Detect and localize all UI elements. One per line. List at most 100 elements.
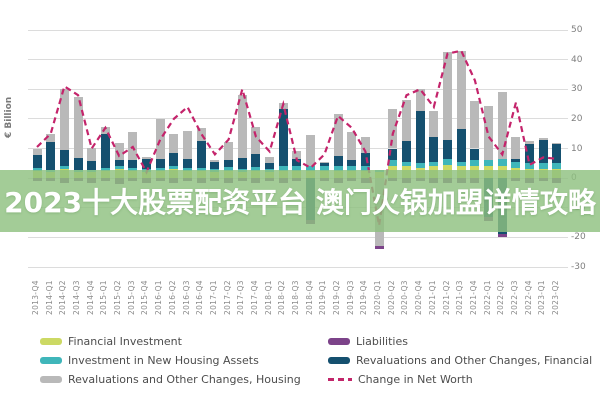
bar-segment-reval_housing xyxy=(401,99,411,142)
x-tick-label: 2016-Q1 xyxy=(154,280,164,315)
bar-segment-reval_housing xyxy=(237,94,247,159)
x-tick-label: 2015-Q1 xyxy=(99,280,109,315)
bar-segment-reval_financial xyxy=(456,129,466,162)
bar-segment-reval_financial xyxy=(443,139,453,159)
bar-segment-reval_housing xyxy=(360,136,370,153)
x-tick-label: 2018-Q4 xyxy=(304,280,314,315)
gridline xyxy=(28,236,568,238)
legend-label: Financial Investment xyxy=(68,334,182,348)
bar-segment-reval_housing xyxy=(100,126,110,135)
legend-label: Change in Net Worth xyxy=(358,372,473,386)
legend-item-liabilities: Liabilities xyxy=(328,334,408,348)
x-tick-label: 2015-Q4 xyxy=(140,280,150,315)
bar-segment-reval_financial xyxy=(333,155,343,167)
bar-segment-reval_housing xyxy=(169,133,179,153)
bar-segment-new_housing xyxy=(470,160,480,167)
x-tick-label: 2017-Q3 xyxy=(236,280,246,315)
bar-segment-reval_housing xyxy=(347,132,357,161)
bar-segment-reval_housing xyxy=(32,149,42,155)
bar-segment-new_housing xyxy=(415,163,425,168)
legend-dash-swatch xyxy=(328,377,352,381)
bar-segment-reval_housing xyxy=(497,92,507,159)
bar-segment-new_housing xyxy=(552,163,562,170)
bar-segment-reval_financial xyxy=(511,158,521,162)
bar-segment-reval_financial xyxy=(347,160,357,167)
bar-segment-reval_housing xyxy=(456,50,466,130)
bar-segment-reval_financial xyxy=(196,141,206,168)
x-tick-label: 2022-Q3 xyxy=(509,280,519,315)
bar-segment-reval_housing xyxy=(210,160,220,162)
bar-segment-reval_financial xyxy=(237,158,247,169)
bar-segment-reval_housing xyxy=(141,157,151,159)
bar-segment-reval_financial xyxy=(87,160,97,170)
bar-segment-new_housing xyxy=(497,158,507,167)
bar-segment-reval_financial xyxy=(251,153,261,168)
gridline xyxy=(28,266,568,268)
x-tick-label: 2020-Q2 xyxy=(386,280,396,315)
overlay-ad-text: 2023十大股票配资平台 澳门火锅加盟详情攻略 xyxy=(4,186,596,219)
bar-segment-reval_financial xyxy=(265,162,275,169)
legend-label: Liabilities xyxy=(356,334,408,348)
x-tick-label: 2021-Q1 xyxy=(427,280,437,315)
x-tick-label: 2022-Q2 xyxy=(496,280,506,315)
bar-segment-reval_financial xyxy=(552,144,562,164)
x-tick-label: 2023-Q2 xyxy=(550,280,560,315)
legend-label: Investment in New Housing Assets xyxy=(68,353,259,367)
x-tick-label: 2021-Q3 xyxy=(455,280,465,315)
x-tick-label: 2015-Q3 xyxy=(126,280,136,315)
legend-color-swatch xyxy=(40,337,62,345)
bar-segment-reval_housing xyxy=(443,52,453,140)
y-axis-unit-label: € Billion xyxy=(4,96,14,138)
bar-segment-reval_financial xyxy=(415,111,425,164)
y-tick-label: 30 xyxy=(571,84,583,95)
x-tick-label: 2020-Q1 xyxy=(373,280,383,315)
legend-item-financial_investment: Financial Investment xyxy=(40,334,182,348)
legend-color-swatch xyxy=(328,356,350,364)
bar-segment-reval_financial xyxy=(224,159,234,168)
bar-segment-reval_housing xyxy=(278,102,288,109)
bar-segment-new_housing xyxy=(511,161,521,168)
bar-segment-reval_housing xyxy=(333,114,343,156)
x-tick-label: 2017-Q1 xyxy=(208,280,218,315)
bar-segment-reval_financial xyxy=(470,148,480,161)
legend-item-reval_financial: Revaluations and Other Changes, Financia… xyxy=(328,353,593,367)
bar-segment-reval_financial xyxy=(141,158,151,170)
gridline xyxy=(28,29,568,31)
bar-segment-reval_housing xyxy=(224,141,234,160)
x-tick-label: 2014-Q4 xyxy=(85,280,95,315)
bar-segment-reval_housing xyxy=(429,111,439,137)
y-tick-label: 10 xyxy=(571,143,583,154)
gridline xyxy=(28,88,568,90)
legend-color-swatch xyxy=(40,375,62,383)
bar-segment-reval_financial xyxy=(73,157,83,170)
bar-segment-reval_housing xyxy=(484,105,494,161)
overlay-ad-banner[interactable]: 2023十大股票配资平台 澳门火锅加盟详情攻略 xyxy=(0,170,600,232)
bar-segment-new_housing xyxy=(443,158,453,165)
x-tick-label: 2017-Q2 xyxy=(222,280,232,315)
x-tick-label: 2022-Q4 xyxy=(523,280,533,315)
x-tick-label: 2018-Q3 xyxy=(290,280,300,315)
bar-segment-reval_housing xyxy=(46,134,56,142)
bar-segment-new_housing xyxy=(388,160,398,167)
legend-item-new_housing: Investment in New Housing Assets xyxy=(40,353,259,367)
legend-color-swatch xyxy=(328,337,350,345)
legend-label: Revaluations and Other Changes, Financia… xyxy=(356,353,593,367)
bar-segment-reval_housing xyxy=(525,141,535,145)
bar-segment-reval_housing xyxy=(251,127,261,154)
bar-segment-new_housing xyxy=(429,161,439,167)
bar-segment-reval_financial xyxy=(155,158,165,168)
bar-segment-reval_financial xyxy=(114,160,124,167)
bar-segment-reval_financial xyxy=(169,152,179,167)
x-tick-label: 2014-Q1 xyxy=(44,280,54,315)
bar-segment-reval_financial xyxy=(278,108,288,167)
bar-segment-reval_housing xyxy=(87,147,97,161)
x-tick-label: 2022-Q1 xyxy=(482,280,492,315)
bar-segment-reval_financial xyxy=(388,148,398,161)
x-tick-label: 2017-Q4 xyxy=(249,280,259,315)
legend-label: Revaluations and Other Changes, Housing xyxy=(68,372,301,386)
bar-segment-reval_housing xyxy=(552,142,562,145)
x-tick-label: 2019-Q1 xyxy=(318,280,328,315)
x-tick-label: 2019-Q3 xyxy=(345,280,355,315)
legend-color-swatch xyxy=(40,356,62,364)
